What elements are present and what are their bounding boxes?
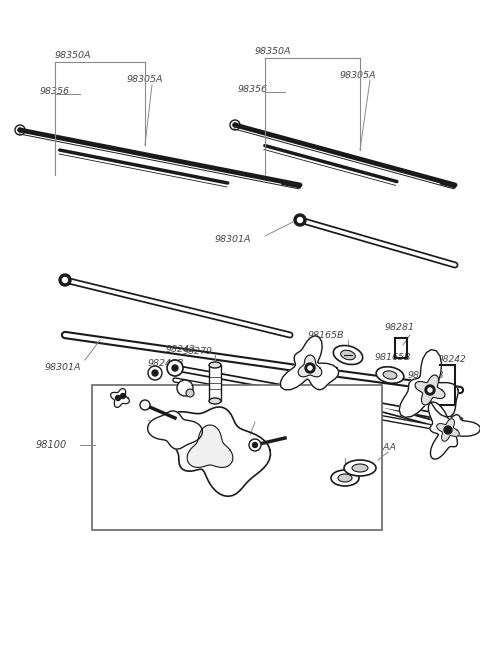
Circle shape <box>59 274 71 286</box>
Circle shape <box>140 400 150 410</box>
Circle shape <box>152 370 158 376</box>
Text: 98356: 98356 <box>238 85 268 95</box>
Polygon shape <box>165 407 270 496</box>
Bar <box>92 385 382 530</box>
Ellipse shape <box>331 470 359 486</box>
Ellipse shape <box>352 464 368 472</box>
Polygon shape <box>415 375 445 405</box>
Text: 98165B: 98165B <box>306 487 343 497</box>
Ellipse shape <box>376 367 404 383</box>
Circle shape <box>425 385 435 395</box>
Text: 1011AA: 1011AA <box>360 443 397 453</box>
Text: 98165B: 98165B <box>375 353 411 363</box>
Circle shape <box>294 214 306 226</box>
Polygon shape <box>399 350 458 417</box>
Polygon shape <box>110 388 130 407</box>
Circle shape <box>252 443 257 447</box>
Circle shape <box>308 366 312 370</box>
Text: 98248B: 98248B <box>408 371 444 380</box>
Polygon shape <box>298 355 322 377</box>
Ellipse shape <box>341 350 355 360</box>
Circle shape <box>62 277 68 283</box>
Ellipse shape <box>344 460 376 476</box>
Circle shape <box>18 128 22 132</box>
Text: 98120A: 98120A <box>108 413 146 423</box>
Circle shape <box>116 396 120 401</box>
Polygon shape <box>187 425 233 467</box>
Text: 98170: 98170 <box>245 413 276 423</box>
Ellipse shape <box>333 346 363 365</box>
Ellipse shape <box>209 362 221 368</box>
Circle shape <box>167 360 183 376</box>
Circle shape <box>428 388 432 392</box>
Circle shape <box>186 389 194 397</box>
Text: 98305A: 98305A <box>340 70 376 79</box>
Text: 98350A: 98350A <box>55 51 92 60</box>
Circle shape <box>120 394 125 399</box>
Ellipse shape <box>209 398 221 404</box>
Text: 98242: 98242 <box>438 355 467 365</box>
Text: 98100: 98100 <box>36 440 67 450</box>
Ellipse shape <box>383 371 397 379</box>
Text: 98242: 98242 <box>166 346 196 355</box>
Polygon shape <box>280 336 339 390</box>
Text: 98356: 98356 <box>40 87 70 97</box>
Text: 98305A: 98305A <box>127 76 164 85</box>
Polygon shape <box>148 411 203 449</box>
Text: 98279: 98279 <box>183 346 213 355</box>
Circle shape <box>305 363 315 373</box>
Polygon shape <box>437 419 459 442</box>
Text: 98350A: 98350A <box>255 47 291 57</box>
Text: 98281: 98281 <box>385 323 415 332</box>
Text: 98301A: 98301A <box>215 235 252 244</box>
Circle shape <box>249 439 261 451</box>
Circle shape <box>177 380 193 396</box>
Bar <box>209 365 221 401</box>
Ellipse shape <box>338 474 352 482</box>
Circle shape <box>172 365 178 371</box>
Text: 98301A: 98301A <box>45 363 82 373</box>
Polygon shape <box>428 402 480 459</box>
Text: 98165B: 98165B <box>308 330 345 340</box>
Circle shape <box>298 217 302 223</box>
Text: 98248B: 98248B <box>148 359 184 367</box>
Circle shape <box>233 123 237 127</box>
Circle shape <box>148 366 162 380</box>
Circle shape <box>444 426 452 434</box>
